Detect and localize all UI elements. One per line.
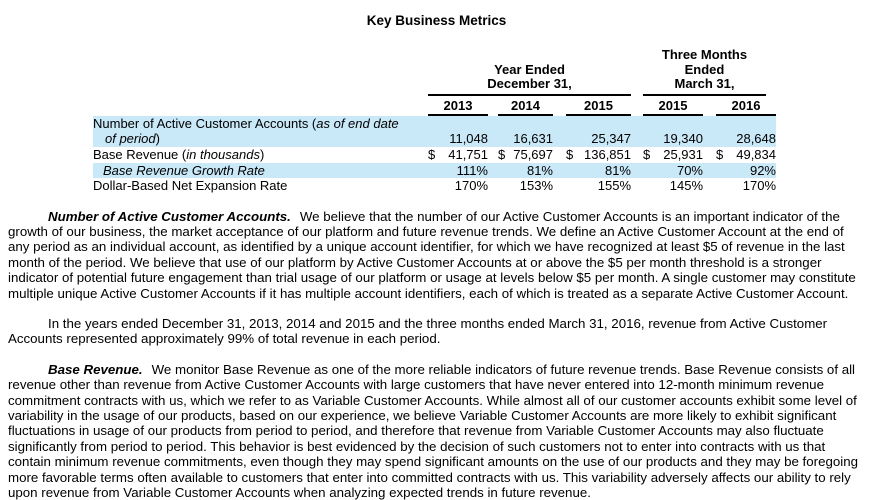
- row-label: Base Revenue Growth Rate: [93, 163, 428, 179]
- metric-value: 25,347: [591, 131, 631, 147]
- metric-value: 70%: [677, 163, 703, 179]
- value-cell: 70%: [643, 163, 703, 179]
- value-cell: 81%: [566, 163, 631, 179]
- currency-symbol: $: [498, 147, 505, 163]
- table-year-header-row: 2013 2014 2015 2015 2016: [93, 96, 776, 116]
- table-group-header-row: Year Ended December 31, Three Months End…: [93, 48, 776, 96]
- group-header-line: Three Months: [643, 48, 766, 63]
- key-business-metrics-table: Year Ended December 31, Three Months End…: [93, 48, 776, 194]
- value-cell: 11,048: [428, 131, 488, 147]
- paragraph-body: In the years ended December 31, 2013, 20…: [8, 316, 827, 346]
- row-label-line: of period): [93, 131, 428, 147]
- value-cell: 155%: [566, 178, 631, 194]
- value-cell: 111%: [428, 163, 488, 179]
- row-label: Number of Active Customer Accounts (as o…: [93, 116, 428, 147]
- table-row-dollar-based-net-expansion-rate: Dollar-Based Net Expansion Rate 170% 153…: [93, 178, 776, 194]
- metric-value: 49,834: [736, 147, 776, 163]
- value-cell: $75,697: [498, 147, 553, 163]
- metric-value: 153%: [520, 178, 553, 194]
- metric-value: 16,631: [513, 131, 553, 147]
- group-header-line: Year Ended: [428, 63, 631, 78]
- metric-value: 19,340: [663, 131, 703, 147]
- paragraph-base-revenue: Base Revenue.We monitor Base Revenue as …: [8, 362, 865, 500]
- paragraph-revenue-share: In the years ended December 31, 2013, 20…: [8, 316, 865, 347]
- metric-value: 11,048: [449, 131, 488, 147]
- metric-value: 75,697: [513, 147, 553, 163]
- row-label: Base Revenue (in thousands): [93, 147, 428, 163]
- value-cell: $41,751: [428, 147, 488, 163]
- value-cell: $136,851: [566, 147, 631, 163]
- year-column-header: 2014: [498, 99, 553, 116]
- metric-value: 170%: [743, 178, 776, 194]
- value-cell: 19,340: [643, 131, 703, 147]
- group-header-line: March 31,: [643, 77, 766, 92]
- value-cell: 28,648: [716, 131, 776, 147]
- column-group-year-ended-december-31: Year Ended December 31,: [428, 63, 631, 96]
- row-label: Dollar-Based Net Expansion Rate: [93, 178, 428, 194]
- value-cell: 145%: [643, 178, 703, 194]
- table-row-base-revenue: Base Revenue (in thousands) $41,751 $75,…: [93, 147, 776, 163]
- metric-value: 155%: [598, 178, 631, 194]
- row-label-line: Number of Active Customer Accounts (as o…: [93, 116, 428, 132]
- metric-value: 25,931: [663, 147, 703, 163]
- value-cell: 25,347: [566, 131, 631, 147]
- currency-symbol: $: [566, 147, 573, 163]
- year-column-header: 2013: [428, 99, 488, 116]
- value-cell: 170%: [716, 178, 776, 194]
- year-column-header: 2016: [716, 99, 776, 116]
- paragraph-lead: Base Revenue.: [48, 362, 152, 377]
- metric-value: 145%: [670, 178, 703, 194]
- value-cell: 170%: [428, 178, 488, 194]
- group-header-line: Ended: [643, 63, 766, 78]
- value-cell: 81%: [498, 163, 553, 179]
- paragraph-lead: Number of Active Customer Accounts.: [48, 209, 300, 224]
- group-header-line: December 31,: [428, 77, 631, 92]
- value-cell: $49,834: [716, 147, 776, 163]
- currency-symbol: $: [428, 147, 435, 163]
- year-column-header: 2015: [566, 99, 631, 116]
- year-column-header: 2015: [643, 99, 703, 116]
- metric-value: 170%: [455, 178, 488, 194]
- value-cell: 153%: [498, 178, 553, 194]
- body-text: Number of Active Customer Accounts.We be…: [8, 209, 865, 500]
- page-title: Key Business Metrics: [0, 0, 873, 28]
- column-group-three-months-ended-march-31: Three Months Ended March 31,: [643, 48, 766, 96]
- metric-value: 81%: [527, 163, 553, 179]
- metric-value: 111%: [457, 163, 488, 179]
- paragraph-active-customer-accounts: Number of Active Customer Accounts.We be…: [8, 209, 865, 301]
- metric-value: 28,648: [736, 131, 776, 147]
- metric-value: 41,751: [448, 147, 488, 163]
- currency-symbol: $: [716, 147, 723, 163]
- table-row-base-revenue-growth-rate: Base Revenue Growth Rate 111% 81% 81% 70…: [93, 163, 776, 179]
- table-row-active-customer-accounts: Number of Active Customer Accounts (as o…: [93, 116, 776, 147]
- value-cell: 16,631: [498, 131, 553, 147]
- currency-symbol: $: [643, 147, 650, 163]
- value-cell: 92%: [716, 163, 776, 179]
- paragraph-body: We monitor Base Revenue as one of the mo…: [8, 362, 858, 500]
- metric-value: 92%: [750, 163, 776, 179]
- metric-value: 136,851: [584, 147, 631, 163]
- metric-value: 81%: [605, 163, 631, 179]
- value-cell: $25,931: [643, 147, 703, 163]
